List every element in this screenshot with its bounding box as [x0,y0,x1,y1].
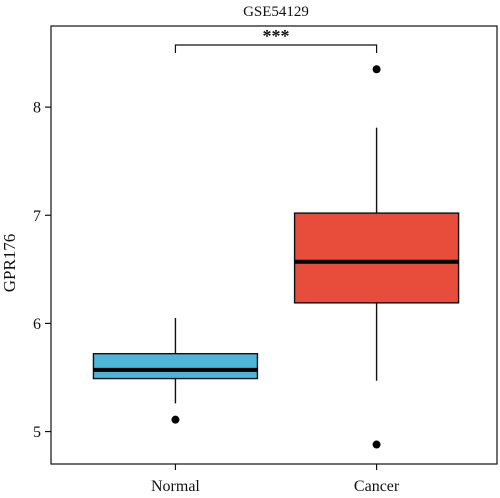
x-tick-label: Cancer [354,478,400,495]
y-tick-label: 5 [33,424,41,441]
y-tick-label: 7 [33,208,41,225]
plot-area-frame [50,25,498,465]
box-normal [92,352,259,380]
y-axis-label: GPR176 [0,234,19,293]
y-axis: 5 6 7 8 [33,100,51,441]
outlier-point [171,415,180,424]
x-tick-label: Normal [151,478,200,495]
outlier-point [372,65,381,74]
significance-label: *** [263,26,290,46]
y-tick-label: 8 [33,100,41,117]
x-axis: Normal Cancer [151,464,400,495]
significance-bracket: *** [174,26,378,53]
boxes [92,65,460,449]
y-tick-label: 6 [33,316,41,333]
chart-title: GSE54129 [243,4,309,20]
outlier-point [372,440,381,449]
bracket-line [174,44,378,53]
box-cancer [293,212,460,304]
